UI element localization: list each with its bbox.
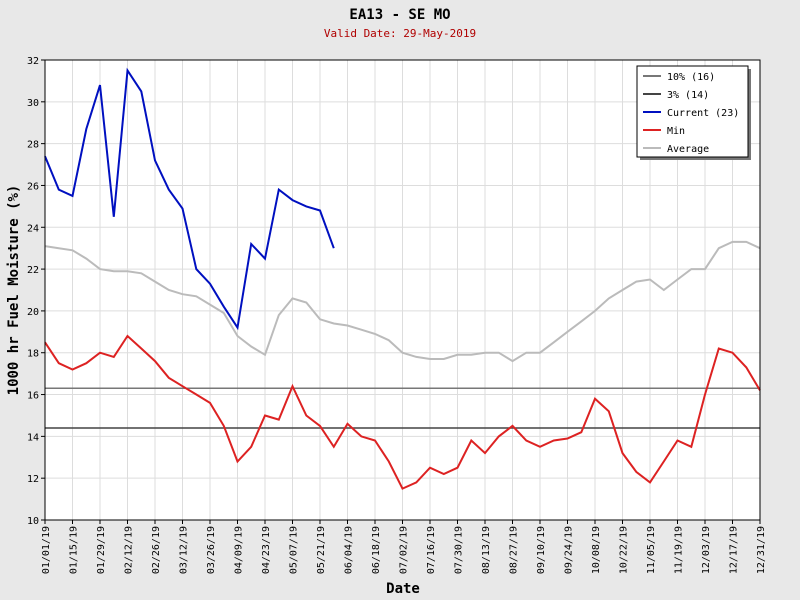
x-tick-label: 11/05/19	[646, 526, 657, 574]
y-tick-label: 30	[27, 98, 39, 109]
x-tick-label: 01/29/19	[96, 526, 107, 574]
y-tick-label: 22	[27, 265, 39, 276]
y-tick-label: 18	[27, 349, 39, 360]
data-line	[44, 240, 761, 363]
legend-label: Current (23)	[667, 108, 739, 119]
y-tick-label: 12	[27, 474, 39, 485]
y-tick-label: 28	[27, 140, 39, 151]
x-tick-label: 12/03/19	[701, 526, 712, 574]
x-tick-label: 10/08/19	[591, 526, 602, 574]
chart-subtitle: Valid Date: 29-May-2019	[324, 27, 476, 40]
x-axis-label: Date	[386, 581, 420, 597]
x-tick-label: 08/13/19	[481, 526, 492, 574]
legend-label: Average	[667, 144, 709, 155]
data-line	[44, 67, 335, 331]
x-tick-label: 05/07/19	[289, 526, 300, 574]
y-tick-label: 20	[27, 307, 39, 318]
plot-border	[44, 59, 761, 521]
chart-title: EA13 - SE MO	[349, 7, 450, 23]
x-tick-label: 02/12/19	[124, 526, 135, 574]
y-tick-label: 14	[27, 432, 39, 443]
x-tick-label: 04/09/19	[234, 526, 245, 574]
legend-label: 3% (14)	[667, 90, 709, 101]
x-tick-label: 06/04/19	[344, 526, 355, 574]
x-tick-label: 10/22/19	[619, 526, 630, 574]
y-tick-label: 32	[27, 56, 39, 67]
x-tick-label: 01/15/19	[69, 526, 80, 574]
x-tick-label: 02/26/19	[151, 526, 162, 574]
y-tick-label: 16	[27, 391, 39, 402]
x-tick-label: 07/02/19	[399, 526, 410, 574]
y-tick-label: 24	[27, 223, 39, 234]
y-tick-label: 10	[27, 516, 39, 527]
x-tick-label: 05/21/19	[316, 526, 327, 574]
x-tick-label: 09/24/19	[564, 526, 575, 574]
y-axis-label: 1000 hr Fuel Moisture (%)	[6, 185, 22, 396]
x-tick-label: 08/27/19	[509, 526, 520, 574]
x-tick-label: 12/17/19	[729, 526, 740, 574]
legend-label: 10% (16)	[667, 72, 715, 83]
data-line	[44, 334, 761, 490]
x-tick-label: 06/18/19	[371, 526, 382, 574]
x-tick-label: 07/16/19	[426, 526, 437, 574]
x-tick-label: 04/23/19	[261, 526, 272, 574]
x-tick-label: 09/10/19	[536, 526, 547, 574]
legend-label: Min	[667, 126, 685, 137]
x-tick-label: 03/26/19	[206, 526, 217, 574]
x-tick-label: 07/30/19	[454, 526, 465, 574]
y-tick-label: 26	[27, 181, 39, 192]
x-tick-label: 01/01/19	[41, 526, 52, 574]
x-tick-label: 12/31/19	[756, 526, 767, 574]
x-tick-label: 03/12/19	[179, 526, 190, 574]
x-tick-label: 11/19/19	[674, 526, 685, 574]
